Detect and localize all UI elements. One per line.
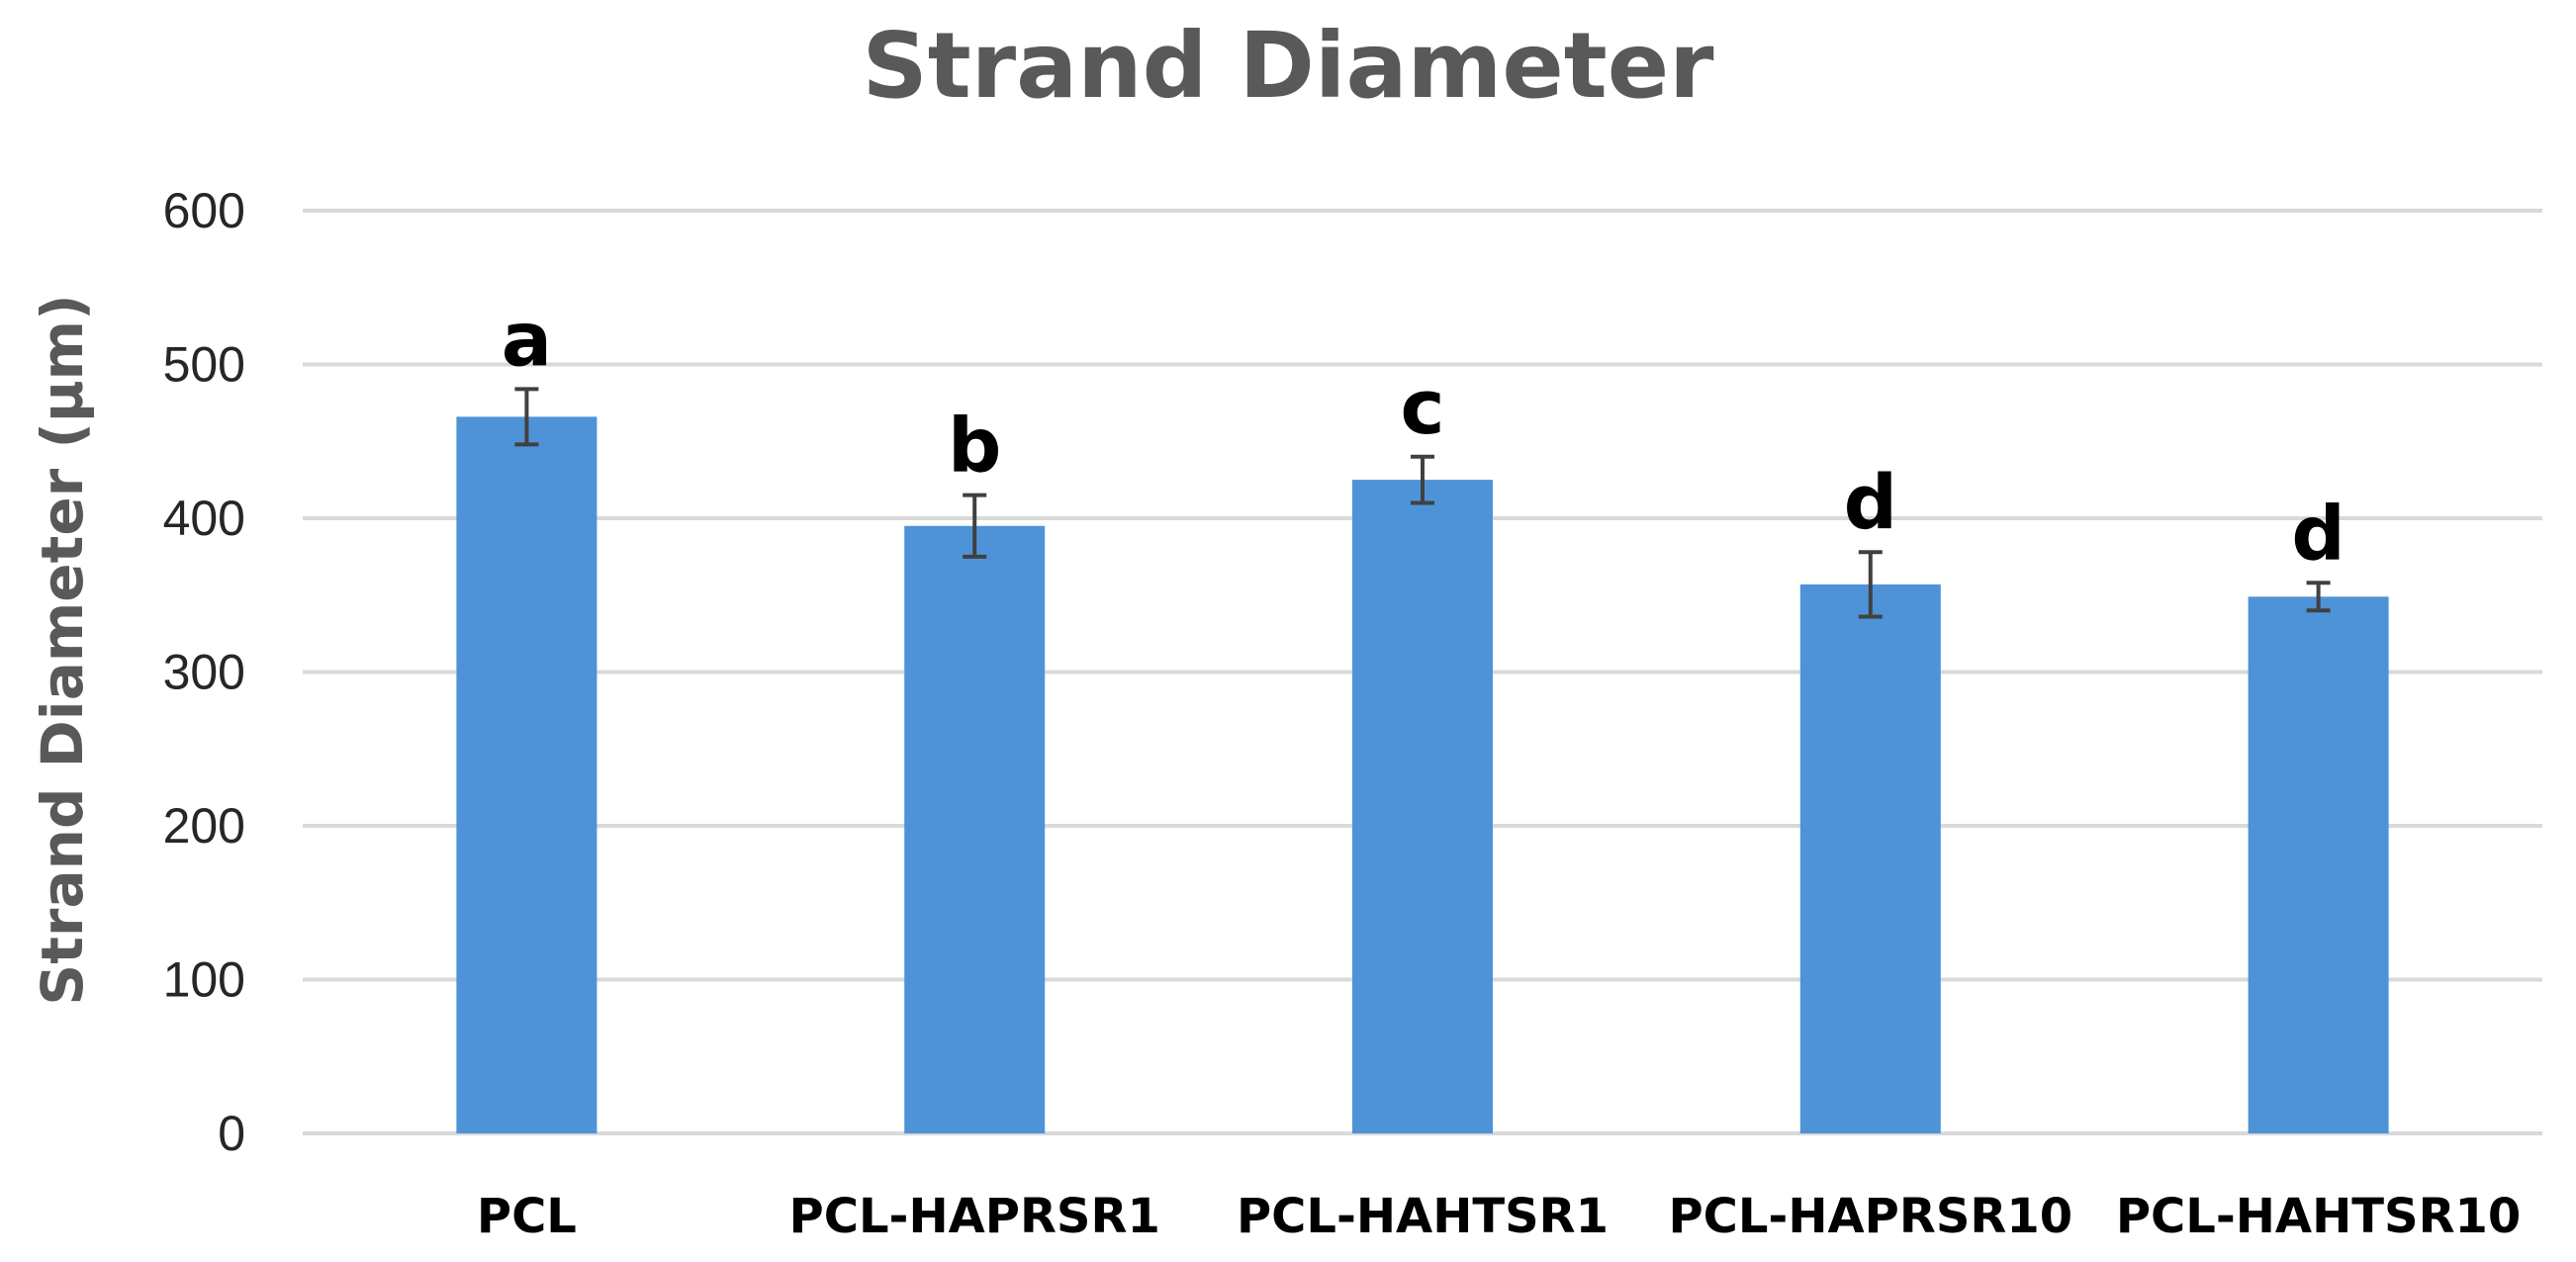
y-tick-label: 500	[163, 337, 245, 393]
y-tick-label: 200	[163, 798, 245, 854]
bar	[1352, 480, 1493, 1133]
bar	[2248, 596, 2389, 1133]
error-bar	[2306, 581, 2331, 613]
x-tick-label: PCL-HAHTSR1	[1237, 1189, 1609, 1244]
significance-letter: b	[948, 402, 1001, 490]
x-axis-ticks: PCL PCL-HAPRSR1 PCL-HAHTSR1 PCL-HAPRSR10 PCL…	[477, 1189, 2521, 1244]
x-tick-label: PCL	[477, 1189, 577, 1244]
y-tick-label: 400	[163, 491, 245, 546]
y-tick-label: 0	[218, 1106, 245, 1161]
bars: a b c d d	[456, 295, 2389, 1133]
chart-title: Strand Diameter	[862, 13, 1714, 119]
significance-letter: d	[1844, 458, 1897, 546]
bar	[904, 525, 1046, 1133]
bar	[1799, 584, 1941, 1133]
error-bar	[1411, 454, 1434, 505]
y-tick-label: 300	[163, 645, 245, 700]
significance-letter: a	[502, 295, 552, 383]
error-bar	[514, 387, 539, 447]
y-tick-label: 100	[163, 952, 245, 1008]
error-bar	[963, 493, 987, 559]
significance-letter: d	[2291, 489, 2345, 577]
x-tick-label: PCL-HAPRSR1	[789, 1189, 1160, 1244]
bar	[456, 416, 598, 1133]
y-axis-ticks: 0 100 200 300 400 500 600	[163, 183, 245, 1161]
y-tick-label: 600	[163, 183, 245, 238]
x-tick-label: PCL-HAHTSR10	[2116, 1189, 2521, 1244]
y-axis-label: Strand Diameter (µm)	[29, 294, 96, 1005]
error-bar	[1858, 550, 1883, 619]
x-tick-label: PCL-HAPRSR10	[1668, 1189, 2072, 1244]
significance-letter: c	[1400, 363, 1444, 451]
